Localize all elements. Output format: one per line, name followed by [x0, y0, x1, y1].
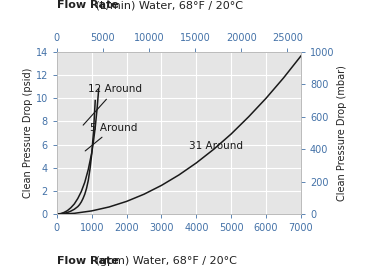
Y-axis label: Clean Pressure Drop (mbar): Clean Pressure Drop (mbar) [337, 65, 347, 201]
Text: 31 Around: 31 Around [189, 141, 243, 151]
Text: 5 Around: 5 Around [85, 123, 137, 151]
Text: Flow Rate: Flow Rate [57, 0, 119, 10]
Text: (L/min) Water, 68°F / 20°C: (L/min) Water, 68°F / 20°C [92, 0, 243, 10]
Y-axis label: Clean Pressure Drop (psid): Clean Pressure Drop (psid) [23, 68, 33, 198]
Text: 12 Around: 12 Around [83, 84, 142, 125]
Text: (gpm) Water, 68°F / 20°C: (gpm) Water, 68°F / 20°C [92, 256, 237, 266]
Text: Flow Rate: Flow Rate [57, 256, 119, 266]
